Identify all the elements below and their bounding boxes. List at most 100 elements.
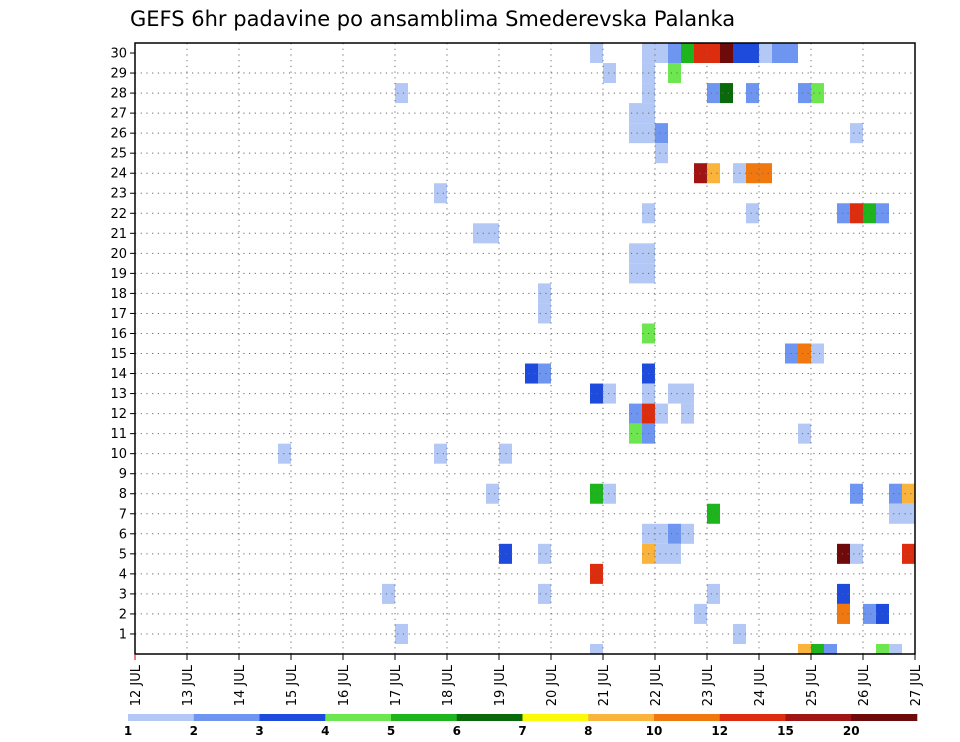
- y-tick-label: 12: [110, 407, 127, 422]
- precip-cell: [837, 603, 850, 624]
- precip-cell: [850, 123, 863, 144]
- y-tick-label: 1: [119, 627, 127, 642]
- colorbar-label: 6: [453, 724, 461, 738]
- x-tick-label: 21 JUL: [597, 664, 612, 706]
- y-axis: 1234567891011121314151617181920212223242…: [110, 47, 135, 642]
- y-tick-label: 11: [110, 427, 127, 442]
- precip-cell: [382, 583, 395, 604]
- precip-cell: [473, 223, 486, 244]
- grid-lines: [135, 43, 915, 654]
- precip-cell: [629, 423, 642, 444]
- x-tick-label: 16 JUL: [337, 664, 352, 706]
- y-tick-label: 18: [110, 287, 127, 302]
- precip-cell: [746, 43, 759, 64]
- x-tick-label: 23 JUL: [701, 664, 716, 706]
- precip-cell: [863, 603, 876, 624]
- y-tick-label: 29: [110, 67, 127, 82]
- precip-cell: [811, 343, 824, 364]
- y-tick-label: 22: [110, 207, 127, 222]
- precip-cell: [538, 363, 551, 384]
- colorbar-label: 20: [843, 724, 860, 738]
- x-tick-label: 13 JUL: [181, 664, 196, 706]
- precip-cell: [824, 643, 837, 654]
- precip-cell: [746, 83, 759, 104]
- colorbar-swatch: [719, 714, 786, 721]
- precip-cell: [590, 483, 603, 504]
- precip-cell: [668, 543, 681, 564]
- precip-cell: [538, 283, 551, 304]
- colorbar-swatch: [456, 714, 523, 721]
- x-tick-label: 12 JUL: [129, 664, 144, 706]
- x-tick-label: 19 JUL: [493, 664, 508, 706]
- x-tick-label: 27 JUL: [909, 664, 924, 706]
- y-tick-label: 9: [119, 467, 127, 482]
- precip-cell: [811, 643, 824, 654]
- precip-cell: [629, 103, 642, 124]
- colorbar-swatch: [785, 714, 852, 721]
- x-tick-label: 18 JUL: [441, 664, 456, 706]
- precip-cell: [746, 203, 759, 224]
- precip-cell: [603, 63, 616, 84]
- x-tick-label: 24 JUL: [753, 664, 768, 706]
- precip-cell: [590, 383, 603, 404]
- precip-cell: [681, 383, 694, 404]
- precip-cell: [278, 443, 291, 464]
- colorbar-swatch: [193, 714, 260, 721]
- y-tick-label: 17: [110, 307, 127, 322]
- precip-cell: [772, 43, 785, 64]
- colorbar-label: 15: [777, 724, 794, 738]
- colorbar-swatch: [391, 714, 458, 721]
- x-axis: 12 JUL 13 JUL 14 JUL 15 JUL 16 JUL 17 JUL 18 J…: [129, 654, 924, 706]
- x-tick-label: 17 JUL: [389, 664, 404, 706]
- precip-cell: [837, 203, 850, 224]
- precip-cell: [668, 383, 681, 404]
- precip-cell: [889, 483, 902, 504]
- colorbar-label: 10: [646, 724, 663, 738]
- y-tick-label: 14: [110, 367, 127, 382]
- precip-cell: [538, 543, 551, 564]
- x-tick-label: 26 JUL: [857, 664, 872, 706]
- precip-cell: [850, 543, 863, 564]
- precip-cell: [590, 563, 603, 584]
- precip-cell: [707, 163, 720, 184]
- precip-cell: [395, 83, 408, 104]
- colorbar-swatch: [588, 714, 655, 721]
- x-tick-label: 15 JUL: [285, 664, 300, 706]
- precip-cell: [785, 43, 798, 64]
- colorbar-label: 1: [124, 724, 132, 738]
- y-tick-label: 23: [110, 187, 127, 202]
- precip-cell: [486, 483, 499, 504]
- precip-cell: [902, 483, 915, 504]
- y-tick-label: 16: [110, 327, 127, 342]
- precip-cell: [629, 123, 642, 144]
- precip-cell: [876, 643, 889, 654]
- precip-cell: [707, 583, 720, 604]
- precip-cell: [681, 403, 694, 424]
- precip-cell: [902, 503, 915, 524]
- precip-cell: [759, 43, 772, 64]
- precip-cell: [798, 343, 811, 364]
- precip-cell: [434, 443, 447, 464]
- precip-cell: [629, 263, 642, 284]
- precip-cell: [837, 543, 850, 564]
- y-tick-label: 28: [110, 87, 127, 102]
- precip-cell: [525, 363, 538, 384]
- precip-cell: [486, 223, 499, 244]
- precip-cell: [889, 503, 902, 524]
- y-tick-label: 27: [110, 107, 127, 122]
- precip-cell: [798, 83, 811, 104]
- colorbar-label: 8: [584, 724, 592, 738]
- colorbar-label: 4: [321, 724, 329, 738]
- colorbar-swatch: [522, 714, 589, 721]
- precip-cell: [850, 483, 863, 504]
- precip-cell: [681, 43, 694, 64]
- colorbar-label: 2: [190, 724, 198, 738]
- y-tick-label: 20: [110, 247, 127, 262]
- precip-cell: [668, 63, 681, 84]
- y-tick-label: 3: [119, 587, 127, 602]
- precip-cell: [395, 623, 408, 644]
- x-tick-label: 20 JUL: [545, 664, 560, 706]
- y-tick-label: 15: [110, 347, 127, 362]
- precip-cell: [538, 583, 551, 604]
